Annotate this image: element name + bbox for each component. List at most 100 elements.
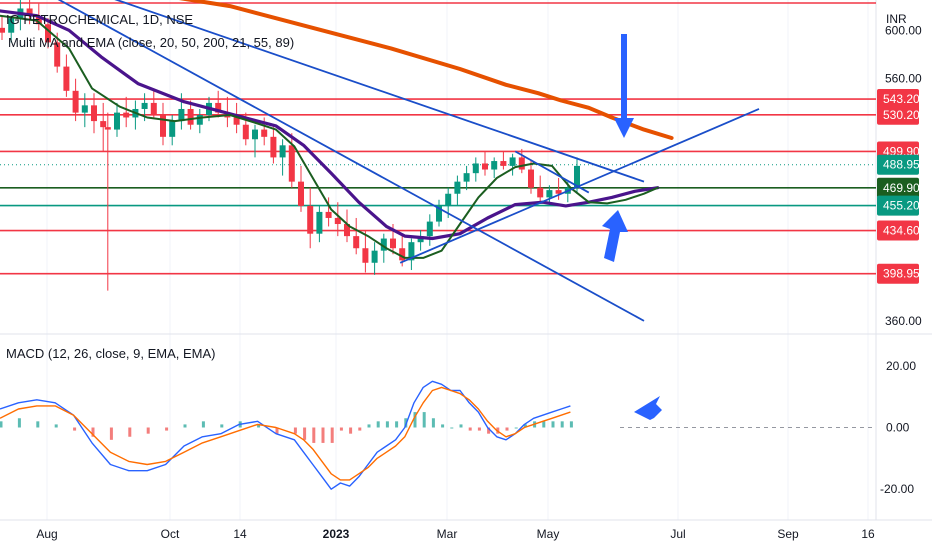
- candle-body[interactable]: [334, 217, 341, 225]
- price-pane[interactable]: [0, 0, 876, 322]
- macd-histogram-bar[interactable]: [321, 427, 325, 443]
- candle-body[interactable]: [362, 248, 369, 263]
- candle-body[interactable]: [509, 157, 516, 166]
- price-badge[interactable]: [877, 104, 919, 125]
- candle-body[interactable]: [270, 136, 277, 158]
- candle-body[interactable]: [261, 129, 268, 137]
- candle-body[interactable]: [500, 161, 507, 166]
- trendline[interactable]: [514, 150, 590, 194]
- candle-body[interactable]: [288, 145, 295, 182]
- trendline[interactable]: [0, 0, 645, 322]
- candle-body[interactable]: [104, 127, 111, 130]
- candle-body[interactable]: [91, 105, 97, 122]
- candle-body[interactable]: [160, 115, 166, 137]
- candle-body[interactable]: [371, 250, 378, 263]
- macd-histogram-bar[interactable]: [560, 421, 564, 428]
- macd-histogram-bar[interactable]: [441, 424, 445, 428]
- macd-histogram-bar[interactable]: [413, 412, 417, 428]
- macd-histogram-bar[interactable]: [257, 424, 261, 428]
- macd-histogram-bar[interactable]: [450, 427, 454, 429]
- macd-histogram-bar[interactable]: [73, 427, 77, 431]
- candle-body[interactable]: [344, 224, 350, 237]
- macd-histogram-bar[interactable]: [385, 421, 389, 428]
- macd-histogram-bar[interactable]: [36, 421, 40, 428]
- candle-body[interactable]: [436, 205, 442, 222]
- trendline[interactable]: [64, 0, 645, 183]
- candle-body[interactable]: [72, 90, 79, 113]
- macd-histogram-bar[interactable]: [367, 424, 371, 428]
- candle-body[interactable]: [518, 157, 525, 170]
- candle-body[interactable]: [279, 145, 286, 158]
- price-badge[interactable]: [877, 89, 919, 110]
- candle-body[interactable]: [114, 112, 120, 130]
- candle-body[interactable]: [169, 121, 176, 137]
- macd-histogram-bar[interactable]: [312, 427, 316, 443]
- macd-histogram-bar[interactable]: [569, 421, 573, 428]
- candle-body[interactable]: [445, 193, 452, 206]
- macd-histogram-bar[interactable]: [220, 424, 224, 428]
- candle-body[interactable]: [100, 121, 107, 128]
- macd-histogram-bar[interactable]: [128, 427, 132, 437]
- macd-histogram-bar[interactable]: [514, 427, 518, 429]
- macd-histogram-bar[interactable]: [349, 427, 353, 434]
- macd-histogram-bar[interactable]: [183, 424, 187, 428]
- candle-body[interactable]: [546, 190, 553, 198]
- ma-50-line[interactable]: [0, 9, 660, 241]
- price-badge[interactable]: [877, 154, 919, 175]
- macd-histogram-bar[interactable]: [505, 427, 509, 431]
- price-axis[interactable]: 600.00560.00360.00543.20530.20499.90488.…: [877, 23, 922, 496]
- macd-histogram-bar[interactable]: [459, 424, 463, 428]
- macd-histogram-bar[interactable]: [146, 427, 150, 434]
- price-badge[interactable]: [877, 263, 919, 284]
- candle-body[interactable]: [408, 242, 415, 261]
- macd-histogram-bar[interactable]: [422, 412, 426, 428]
- candle-body[interactable]: [537, 187, 544, 198]
- candle-body[interactable]: [81, 105, 88, 113]
- signal-line[interactable]: [0, 386, 571, 481]
- macd-histogram-bar[interactable]: [542, 421, 546, 428]
- candle-body[interactable]: [45, 24, 51, 43]
- macd-histogram-bar[interactable]: [477, 427, 481, 431]
- macd-histogram-bar[interactable]: [54, 424, 58, 428]
- candle-body[interactable]: [35, 15, 42, 25]
- candle-body[interactable]: [150, 102, 157, 116]
- macd-histogram-bar[interactable]: [0, 421, 3, 428]
- candle-body[interactable]: [141, 102, 148, 109]
- candle-body[interactable]: [0, 27, 5, 33]
- macd-histogram-bar[interactable]: [293, 427, 297, 434]
- candle-body[interactable]: [472, 163, 479, 174]
- macd-histogram-bar[interactable]: [523, 424, 527, 428]
- candle-body[interactable]: [196, 115, 203, 125]
- candle-body[interactable]: [380, 238, 387, 251]
- macd-pane[interactable]: [0, 380, 876, 490]
- candle-body[interactable]: [491, 161, 498, 170]
- candle-body[interactable]: [178, 108, 185, 122]
- ma-200-line[interactable]: [0, 0, 674, 140]
- candle-body[interactable]: [233, 117, 240, 125]
- macd-histogram-bar[interactable]: [201, 421, 205, 428]
- candle-body[interactable]: [252, 129, 258, 140]
- candle-body[interactable]: [26, 8, 33, 16]
- price-badge[interactable]: [877, 220, 919, 241]
- candle-body[interactable]: [54, 42, 61, 67]
- candle-body[interactable]: [390, 238, 396, 249]
- macd-histogram-bar[interactable]: [395, 421, 399, 428]
- macd-histogram-bar[interactable]: [17, 418, 21, 428]
- macd-histogram-bar[interactable]: [358, 427, 362, 431]
- macd-histogram-bar[interactable]: [551, 421, 555, 428]
- macd-histogram-bar[interactable]: [165, 427, 169, 431]
- price-badge[interactable]: [877, 177, 919, 198]
- price-badge[interactable]: [877, 195, 919, 216]
- macd-histogram-bar[interactable]: [275, 427, 279, 434]
- macd-histogram-bar[interactable]: [468, 427, 472, 431]
- candle-body[interactable]: [417, 236, 424, 243]
- candle-body[interactable]: [426, 221, 433, 237]
- macd-histogram-bar[interactable]: [109, 427, 113, 440]
- candle-body[interactable]: [325, 211, 332, 218]
- candle-body[interactable]: [63, 66, 70, 91]
- macd-histogram-bar[interactable]: [339, 427, 343, 431]
- time-axis[interactable]: Aug Oct 14 2023 Mar May Jul Sep 16: [36, 527, 875, 541]
- candle-body[interactable]: [574, 165, 580, 188]
- macd-histogram-bar[interactable]: [91, 427, 95, 437]
